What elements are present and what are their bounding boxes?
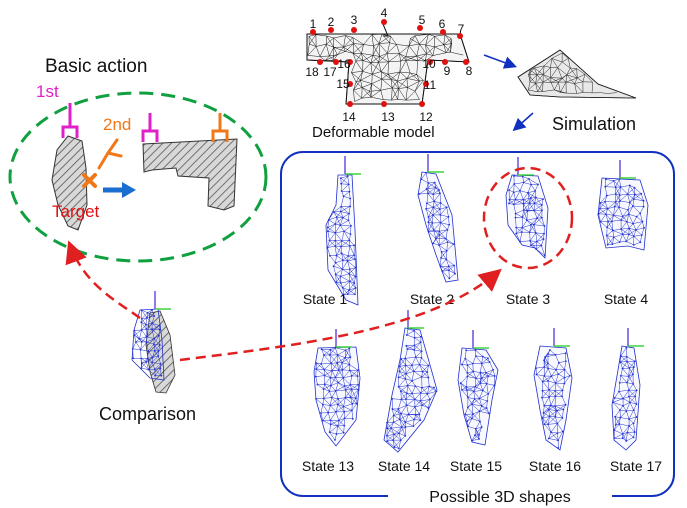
keypoint-number: 1 [310,17,317,31]
keypoint-marker [333,59,339,65]
state-shape [325,156,361,306]
keypoint-number: 17 [323,65,337,79]
target-mark-icon [82,173,97,188]
keypoint-marker [463,59,469,65]
comparison-group: Comparison [99,291,196,424]
basic-action-group: Basic action 1st 2nd Target [8,56,268,263]
keypoint-number: 8 [466,64,473,78]
keypoint-marker [347,59,353,65]
state-shapes: State 1 State 2 State 3 State 4 State 13 Stat… [302,154,662,474]
second-grip-label: 2nd [103,115,131,134]
state-3-highlight-circle [482,166,574,270]
simulation-label: Simulation [552,114,636,134]
state-label: State 2 [410,291,455,307]
gripper-icon [61,103,79,138]
state-shape [533,328,573,451]
keypoint-number: 12 [419,110,433,124]
keypoint-number: 14 [342,110,356,124]
keypoint-marker [317,59,323,65]
basic-action-title: Basic action [45,56,147,77]
keypoint-marker [347,81,353,87]
state-label: State 15 [450,458,502,474]
state-shape [313,329,361,447]
state-label: State 1 [303,291,348,307]
keypoint-number: 6 [439,17,446,31]
state-shape [505,157,549,259]
state-label: State 16 [529,458,581,474]
arrow-icon [512,112,534,132]
hatched-cloth-icon [145,310,176,394]
keypoint-marker [457,33,463,39]
first-grip-label: 1st [36,82,59,101]
comparison-to-state-arrow [179,268,502,362]
keypoint-marker [427,59,433,65]
deformable-model-caption: Deformable model [312,124,435,141]
comparison-to-target-arrow [65,240,141,320]
keypoint-marker [310,29,316,35]
keypoint-number: 7 [458,22,465,36]
state-shape [597,160,649,251]
keypoint-number: 13 [381,110,395,124]
shapes-panel-title-bg [388,484,612,506]
keypoint-number: 16 [337,57,351,71]
basic-action-ellipse [8,91,268,263]
shapes-panel-title: Possible 3D shapes [429,489,570,506]
keypoint-marker [440,29,446,35]
keypoint-marker [351,27,357,33]
gripper-icon [141,113,159,142]
hatched-cloth-icon [51,135,88,231]
state-label: State 14 [378,458,430,474]
keypoint-marker [419,101,425,107]
keypoint-number: 2 [328,15,335,29]
state-shape [457,330,499,446]
arrow-icon [103,182,136,198]
gripper-icon [211,113,229,142]
keypoint-number: 4 [381,6,388,20]
keypoint-marker [381,19,387,25]
hatched-cloth-icon [142,138,238,211]
keypoint-marker [347,101,353,107]
simulation-group: Simulation [517,49,637,134]
shapes-panel: Possible 3D shapes State 1 State 2 State 3… [280,151,675,506]
arrow-icon [483,54,518,69]
keypoint-number: 11 [424,78,437,92]
keypoint-marker [328,27,334,33]
keypoint-marker [381,101,387,107]
state-label: State 13 [302,458,354,474]
keypoint-marker [442,59,448,65]
state-shape [383,310,438,453]
simulated-mesh [517,49,637,99]
state-label: State 4 [604,291,649,307]
keypoint-number: 10 [422,57,436,71]
keypoint-number: 9 [444,64,451,78]
keypoint-number: 15 [336,77,350,91]
keypoint-marker [417,25,423,31]
state-shape [611,328,644,451]
keypoint-number: 3 [351,13,358,27]
gripper-icon [97,138,123,170]
keypoint-marker [423,81,429,87]
keypoint-number: 5 [419,13,426,27]
comparison-label: Comparison [99,404,196,424]
comparison-mesh [131,291,171,381]
state-label: State 17 [610,458,662,474]
target-label: Target [52,202,100,221]
state-shape [417,154,459,283]
state-label: State 3 [506,291,551,307]
keypoint-number: 18 [305,65,319,79]
